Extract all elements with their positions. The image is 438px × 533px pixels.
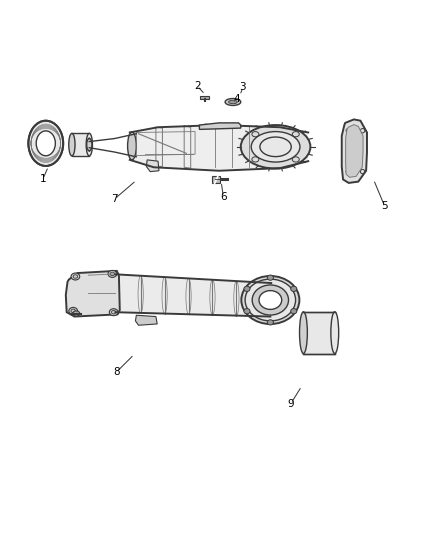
Ellipse shape — [86, 133, 92, 156]
Ellipse shape — [331, 312, 339, 353]
Polygon shape — [200, 96, 209, 99]
Ellipse shape — [69, 133, 75, 156]
Ellipse shape — [267, 275, 273, 280]
Ellipse shape — [203, 124, 208, 128]
Polygon shape — [72, 133, 89, 156]
Ellipse shape — [241, 276, 300, 324]
Ellipse shape — [73, 311, 80, 316]
Ellipse shape — [229, 100, 237, 104]
Text: 9: 9 — [287, 399, 294, 409]
Ellipse shape — [252, 285, 289, 315]
Ellipse shape — [230, 124, 235, 128]
Ellipse shape — [110, 309, 118, 316]
Ellipse shape — [267, 320, 273, 325]
Text: 8: 8 — [113, 367, 120, 377]
Ellipse shape — [36, 131, 55, 156]
Polygon shape — [212, 176, 220, 183]
Text: 2: 2 — [194, 81, 201, 91]
Text: 5: 5 — [381, 200, 388, 211]
Text: 4: 4 — [233, 94, 240, 104]
Ellipse shape — [221, 124, 226, 128]
Ellipse shape — [300, 312, 307, 353]
Polygon shape — [199, 123, 241, 130]
Text: 3: 3 — [240, 82, 246, 92]
Ellipse shape — [127, 132, 136, 160]
Ellipse shape — [241, 125, 311, 168]
Ellipse shape — [28, 120, 63, 166]
Ellipse shape — [291, 286, 297, 292]
Polygon shape — [66, 271, 120, 317]
Text: 7: 7 — [111, 194, 118, 204]
Ellipse shape — [245, 279, 296, 321]
Polygon shape — [146, 160, 159, 172]
Polygon shape — [342, 119, 367, 183]
Polygon shape — [346, 125, 363, 177]
Ellipse shape — [244, 309, 250, 314]
Polygon shape — [116, 274, 271, 317]
Polygon shape — [130, 125, 308, 171]
Ellipse shape — [259, 290, 282, 310]
Ellipse shape — [291, 309, 297, 314]
Polygon shape — [135, 315, 157, 325]
Ellipse shape — [87, 139, 92, 151]
Text: 6: 6 — [220, 192, 226, 202]
Ellipse shape — [225, 99, 241, 106]
Ellipse shape — [71, 273, 80, 280]
Polygon shape — [304, 312, 335, 353]
Ellipse shape — [244, 286, 250, 292]
Ellipse shape — [69, 308, 78, 314]
Ellipse shape — [108, 270, 117, 277]
Text: 1: 1 — [39, 174, 46, 184]
Ellipse shape — [212, 124, 217, 128]
Ellipse shape — [251, 132, 300, 162]
